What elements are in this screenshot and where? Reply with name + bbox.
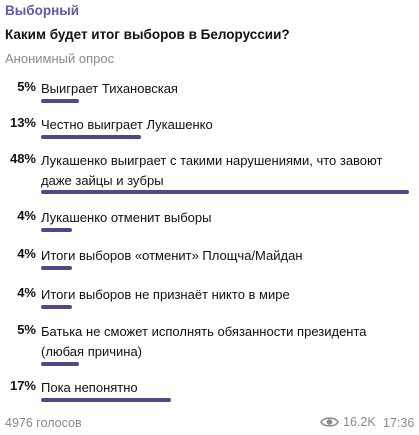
option-text: Батька не сможет исполнять обязанности п… [41, 324, 367, 359]
option-percent: 5% [17, 322, 36, 337]
vote-count[interactable]: 4976 голосов [5, 416, 82, 430]
message-time: 17:36 [383, 416, 415, 430]
option-bar [41, 266, 72, 270]
option-percent: 17% [9, 378, 36, 393]
option-bar [41, 305, 72, 309]
option-percent: 13% [9, 115, 36, 130]
option-text: Итоги выборов «отменит» Площча/Майдан [41, 248, 303, 263]
view-count-value: 16.2K [343, 415, 376, 429]
option-text: Итоги выборов не признаёт никто в мире [41, 287, 290, 302]
eye-icon [320, 417, 339, 427]
option-bar [41, 228, 72, 232]
option-percent: 4% [17, 285, 36, 300]
option-text: Честно выиграет Лукашенко [41, 117, 213, 132]
option-text: Лукашенко отменит выборы [41, 210, 212, 225]
option-percent: 4% [17, 208, 36, 223]
sender-name[interactable]: Выборный [5, 3, 80, 18]
option-bar [41, 362, 79, 366]
option-text: Пока непонятно [41, 380, 138, 395]
view-count: 16.2K [320, 415, 376, 429]
poll-type-label: Анонимный опрос [5, 51, 115, 66]
option-text: Лукашенко выиграет с такими нарушениями,… [41, 153, 383, 188]
option-bar [41, 135, 141, 139]
option-percent: 48% [9, 151, 36, 166]
option-bar [41, 99, 79, 103]
poll-question: Каким будет итог выборов в Белоруссии? [5, 27, 290, 42]
option-text: Выиграет Тихановская [41, 81, 178, 96]
option-percent: 5% [17, 79, 36, 94]
option-bar [41, 190, 409, 194]
option-bar [41, 398, 171, 402]
option-percent: 4% [17, 246, 36, 261]
